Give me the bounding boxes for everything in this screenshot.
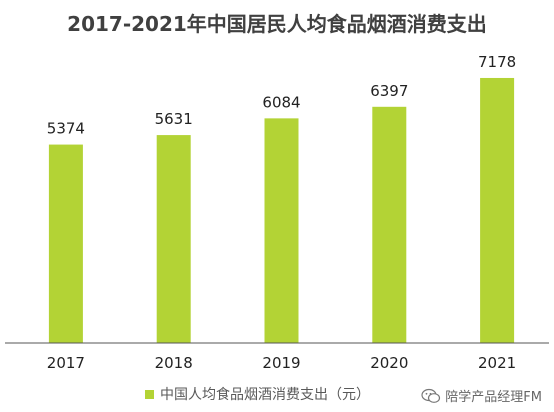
x-tick-label-2019: 2019	[262, 354, 300, 372]
x-tick-label-2017: 2017	[47, 354, 85, 372]
bar-2020	[372, 106, 407, 344]
wechat-icon	[421, 388, 441, 404]
data-label-2020: 6397	[370, 82, 408, 100]
legend-label: 中国人均食品烟酒消费支出（元）	[160, 387, 370, 403]
bar-2018	[156, 135, 191, 343]
bar-2017	[48, 144, 83, 343]
legend-swatch	[145, 389, 154, 399]
data-label-2019: 6084	[262, 93, 300, 111]
legend: 中国人均食品烟酒消费支出（元）	[145, 384, 370, 404]
x-tick-label-2020: 2020	[370, 354, 408, 372]
bars-group	[48, 77, 515, 344]
x-tick-labels-group: 2017 2018 2019 2020 2021	[47, 354, 516, 372]
data-label-2021: 7178	[478, 53, 516, 71]
bar-2019	[264, 118, 299, 343]
data-label-2017: 5374	[47, 120, 85, 138]
x-tick-label-2018: 2018	[155, 354, 193, 372]
x-tick-label-2021: 2021	[478, 354, 516, 372]
chart-title: 2017-2021年中国居民人均食品烟酒消费支出	[67, 12, 487, 36]
data-labels-group: 5374 5631 6084 6397 7178	[47, 53, 516, 138]
data-label-2018: 5631	[155, 110, 193, 128]
watermark-text: 陪学产品经理FM	[445, 390, 542, 405]
watermark: 陪学产品经理FM	[421, 386, 542, 405]
bar-2021	[480, 77, 515, 343]
